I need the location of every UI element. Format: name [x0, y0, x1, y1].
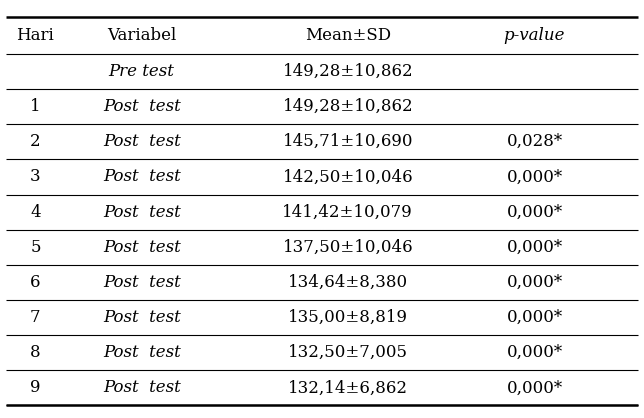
Text: Variabel: Variabel — [107, 27, 176, 44]
Text: 132,50±7,005: 132,50±7,005 — [288, 344, 408, 361]
Text: 3: 3 — [30, 168, 41, 186]
Text: Post  test: Post test — [103, 380, 180, 396]
Text: Pre test: Pre test — [109, 63, 175, 80]
Text: 7: 7 — [30, 309, 41, 326]
Text: 0,000*: 0,000* — [506, 204, 563, 221]
Text: 149,28±10,862: 149,28±10,862 — [283, 63, 413, 80]
Text: 0,000*: 0,000* — [506, 344, 563, 361]
Text: 8: 8 — [30, 344, 41, 361]
Text: Post  test: Post test — [103, 239, 180, 256]
Text: Post  test: Post test — [103, 204, 180, 221]
Text: 149,28±10,862: 149,28±10,862 — [283, 98, 413, 115]
Text: 0,000*: 0,000* — [506, 380, 563, 396]
Text: Mean±SD: Mean±SD — [305, 27, 391, 44]
Text: p-value: p-value — [504, 27, 565, 44]
Text: 4: 4 — [30, 204, 41, 221]
Text: 132,14±6,862: 132,14±6,862 — [288, 380, 408, 396]
Text: Hari: Hari — [17, 27, 54, 44]
Text: 5: 5 — [30, 239, 41, 256]
Text: 142,50±10,046: 142,50±10,046 — [283, 168, 413, 186]
Text: 1: 1 — [30, 98, 41, 115]
Text: 0,028*: 0,028* — [506, 133, 563, 150]
Text: 135,00±8,819: 135,00±8,819 — [288, 309, 408, 326]
Text: 2: 2 — [30, 133, 41, 150]
Text: 9: 9 — [30, 380, 41, 396]
Text: 134,64±8,380: 134,64±8,380 — [288, 274, 408, 291]
Text: 145,71±10,690: 145,71±10,690 — [283, 133, 413, 150]
Text: 6: 6 — [30, 274, 41, 291]
Text: 141,42±10,079: 141,42±10,079 — [282, 204, 413, 221]
Text: Post  test: Post test — [103, 344, 180, 361]
Text: 0,000*: 0,000* — [506, 239, 563, 256]
Text: Post  test: Post test — [103, 98, 180, 115]
Text: Post  test: Post test — [103, 274, 180, 291]
Text: 0,000*: 0,000* — [506, 274, 563, 291]
Text: Post  test: Post test — [103, 133, 180, 150]
Text: 0,000*: 0,000* — [506, 168, 563, 186]
Text: Post  test: Post test — [103, 309, 180, 326]
Text: 137,50±10,046: 137,50±10,046 — [283, 239, 413, 256]
Text: Post  test: Post test — [103, 168, 180, 186]
Text: 0,000*: 0,000* — [506, 309, 563, 326]
